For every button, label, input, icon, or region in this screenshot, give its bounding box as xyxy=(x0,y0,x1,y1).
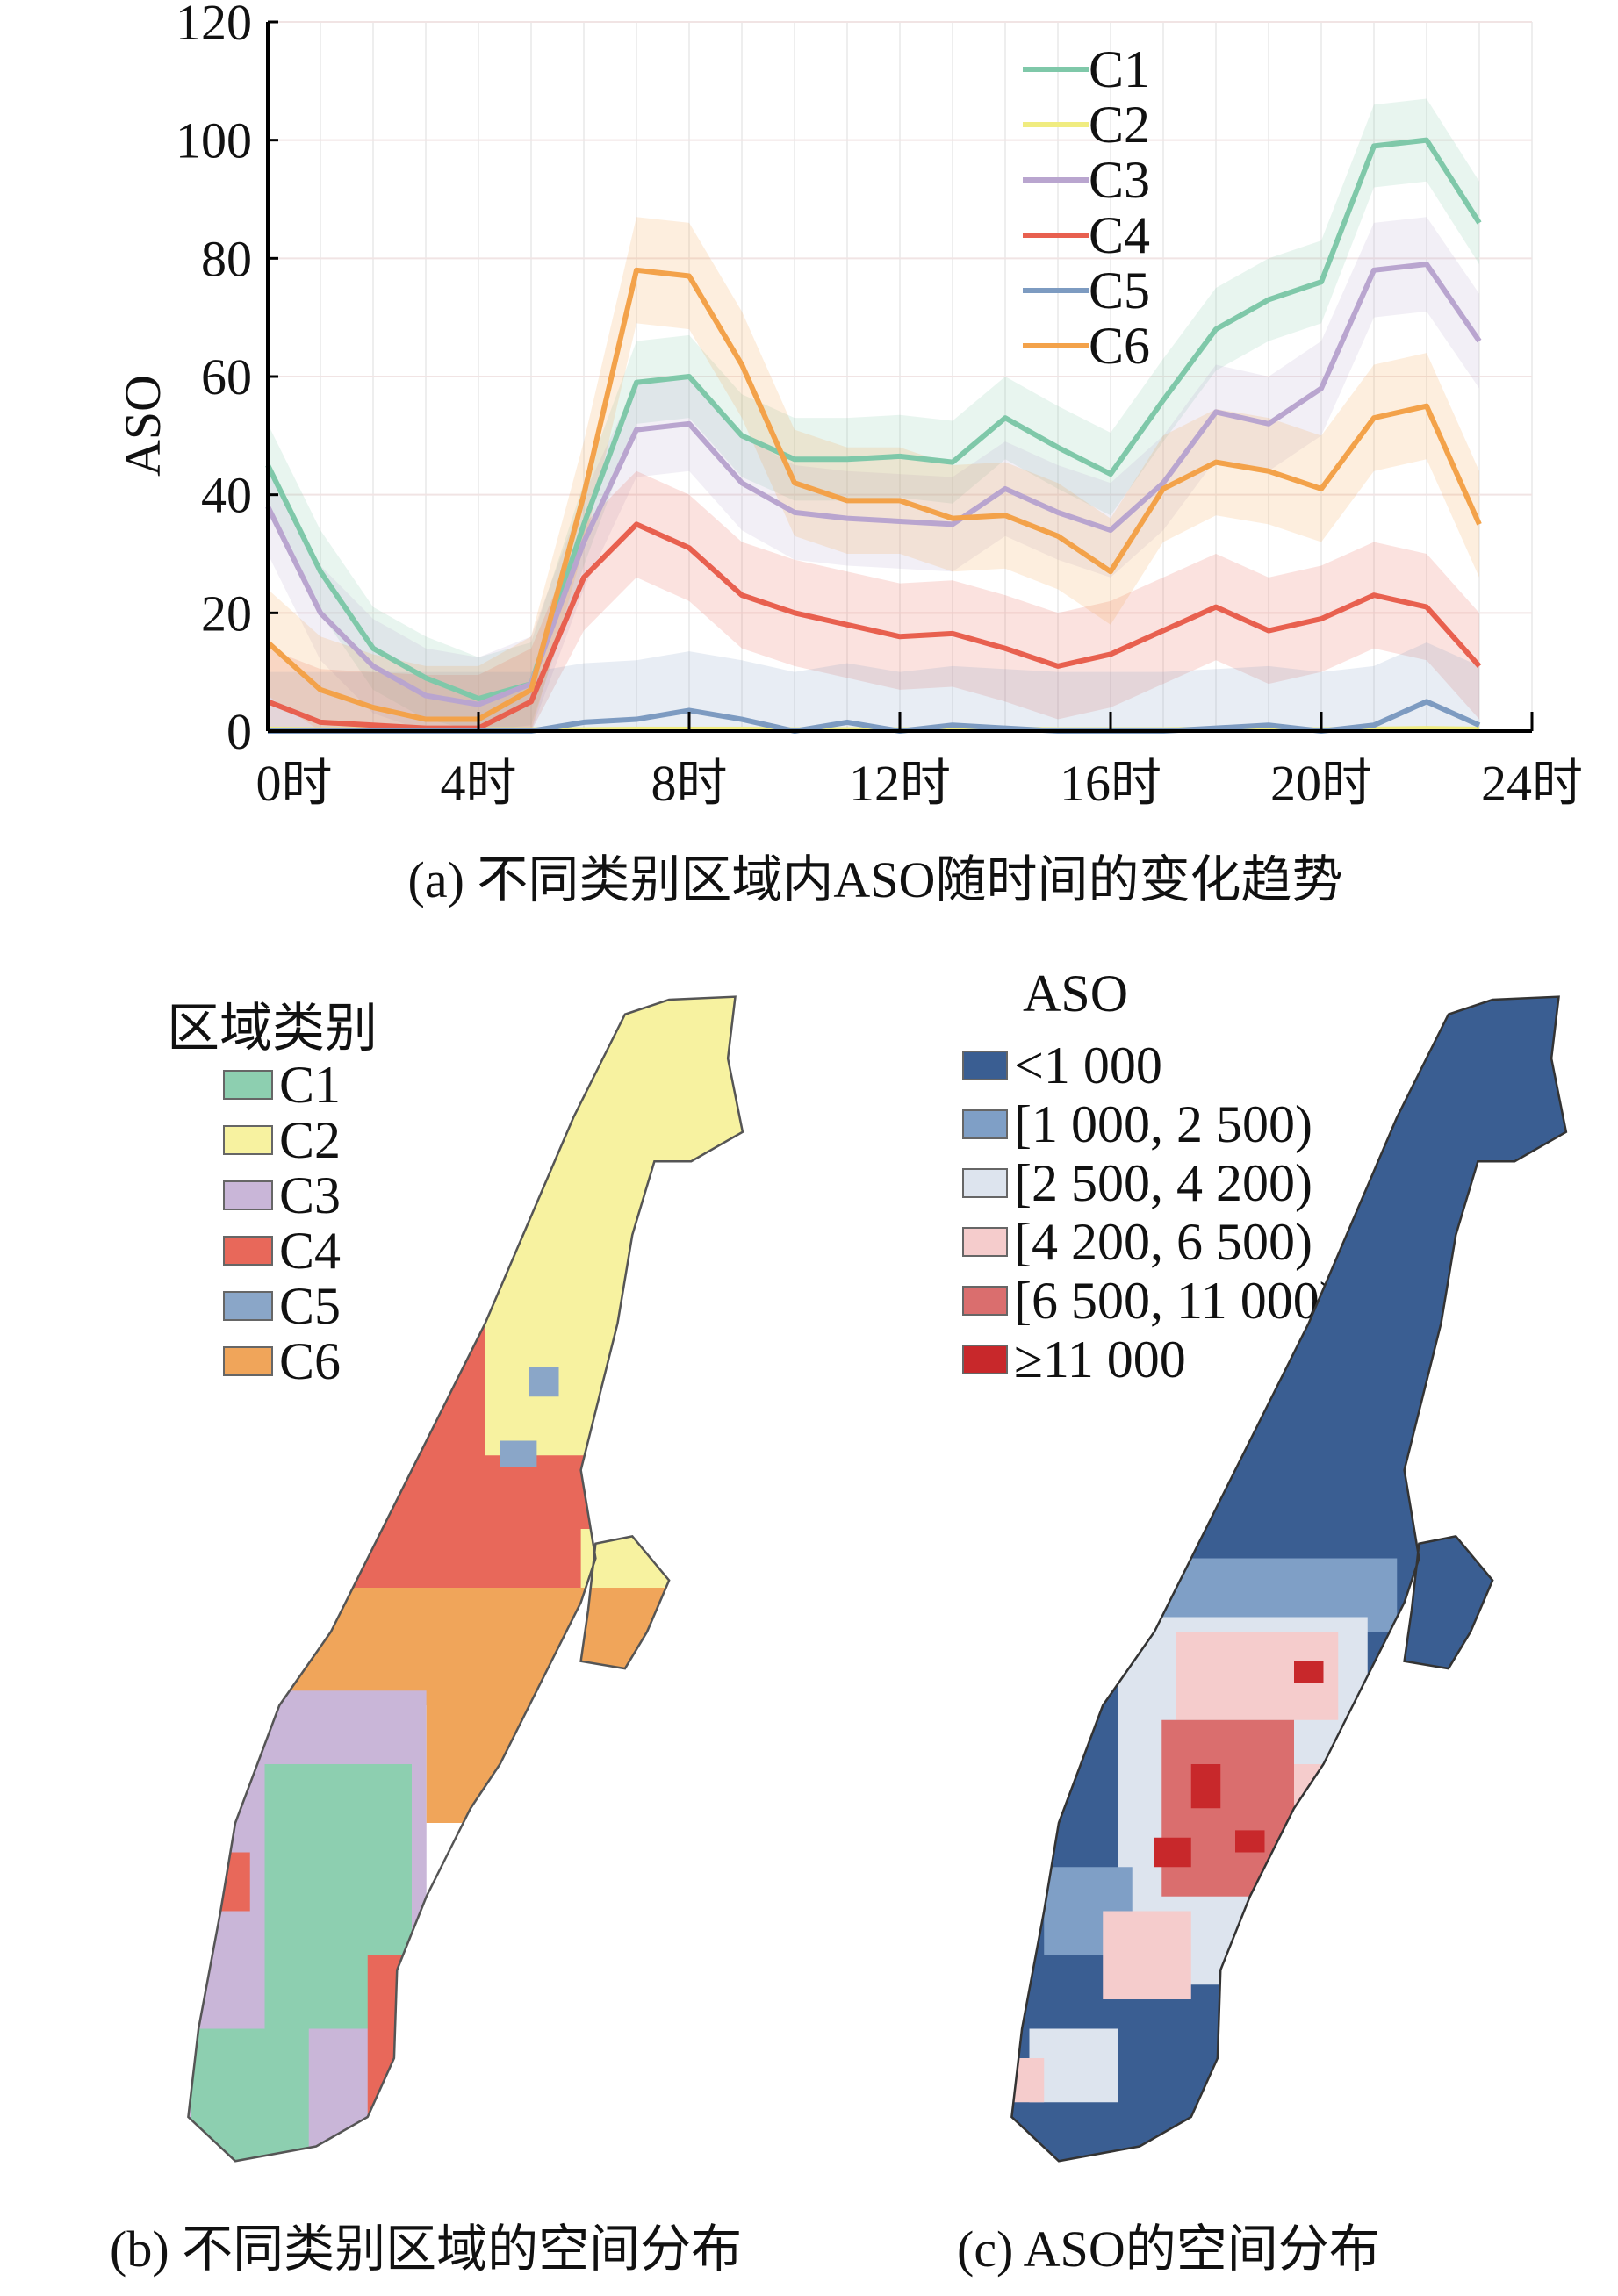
series-line-c1 xyxy=(265,137,1482,701)
x-tick-label: 4时 xyxy=(440,755,516,812)
chart-caption: (a) 不同类别区域内ASO随时间的变化趋势 xyxy=(408,851,1343,908)
series-line-c4 xyxy=(266,521,1482,731)
series-line-c3 xyxy=(265,262,1482,707)
legend-swatch xyxy=(962,1286,1008,1316)
legend-swatch xyxy=(962,1109,1008,1139)
map-c: ASO <1 000[1 000, 2 500)[2 500, 4 200)[4… xyxy=(957,965,1568,2278)
legend-label: C1 xyxy=(1089,40,1150,98)
legend-label: C5 xyxy=(1089,262,1150,319)
legend-label: [6 500, 11 000) xyxy=(1014,1272,1337,1330)
series-line-c6 xyxy=(265,267,1482,722)
legend-label: ≥11 000 xyxy=(1014,1331,1186,1388)
legend-label: C5 xyxy=(279,1277,341,1335)
legend-swatch-c2 xyxy=(223,1125,273,1155)
legend-label: [4 200, 6 500) xyxy=(1014,1213,1312,1271)
legend-swatch-c3 xyxy=(223,1180,273,1210)
legend-swatch-c6 xyxy=(223,1346,273,1376)
x-tick-label: 16时 xyxy=(1060,755,1161,812)
y-tick-label: 40 xyxy=(201,467,252,524)
band-c6 xyxy=(268,217,1479,731)
y-axis-label: ASO xyxy=(114,375,171,477)
legend-label: C1 xyxy=(279,1056,341,1114)
y-tick-label: 0 xyxy=(227,703,252,760)
x-tick-label: 20时 xyxy=(1270,755,1372,812)
band-c5 xyxy=(268,642,1479,731)
grid xyxy=(267,21,1533,731)
legend-swatch-c4 xyxy=(223,1236,273,1266)
map-c-legend: <1 000[1 000, 2 500)[2 500, 4 200)[4 200… xyxy=(962,1037,1337,1388)
x-tick-label: 12时 xyxy=(849,755,951,812)
legend-label: C6 xyxy=(1089,317,1150,375)
y-tick-label: 80 xyxy=(201,230,252,287)
legend-swatch xyxy=(962,1227,1008,1257)
legend-swatch xyxy=(962,1345,1008,1374)
map-b-legend-title: 区域类别 xyxy=(167,1000,378,1058)
legend-swatch xyxy=(962,1051,1008,1080)
legend-label: C4 xyxy=(1089,206,1150,264)
y-tick-label: 120 xyxy=(176,0,252,51)
legend-label: [1 000, 2 500) xyxy=(1014,1095,1312,1153)
legend-label: C3 xyxy=(1089,151,1150,209)
y-tick-label: 60 xyxy=(201,348,252,405)
legend-label: <1 000 xyxy=(1014,1037,1162,1094)
x-tick-label: 0时 xyxy=(255,755,332,812)
map-c-caption: (c) ASO的空间分布 xyxy=(957,2221,1380,2278)
confidence-bands xyxy=(268,98,1479,732)
x-tick-label: 8时 xyxy=(651,755,727,812)
legend-swatch-c5 xyxy=(223,1291,273,1321)
map-b-caption: (b) 不同类别区域的空间分布 xyxy=(110,2221,742,2278)
legend-label: C6 xyxy=(279,1332,341,1390)
legend-label: C2 xyxy=(1089,96,1150,154)
y-tick-label: 100 xyxy=(176,112,252,169)
legend-swatch xyxy=(962,1168,1008,1198)
line-chart: 0 20 40 60 80 100 120 0时 4时 8时 12时 16时 20时 24时 ASO C1… xyxy=(114,0,1583,908)
legend-label: C2 xyxy=(279,1111,341,1169)
x-tick-label: 24时 xyxy=(1481,755,1583,812)
y-tick-label: 20 xyxy=(201,585,252,642)
legend-label: C3 xyxy=(279,1166,341,1224)
legend-label: [2 500, 4 200) xyxy=(1014,1154,1312,1212)
legend-swatch-c1 xyxy=(223,1070,273,1100)
band-c4 xyxy=(268,470,1479,731)
axes: 0 20 40 60 80 100 120 0时 4时 8时 12时 16时 20时 24时 xyxy=(176,0,1583,812)
map-c-legend-title: ASO xyxy=(1023,965,1128,1022)
legend-label: C4 xyxy=(279,1222,341,1280)
map-b-choropleth xyxy=(187,995,744,2163)
